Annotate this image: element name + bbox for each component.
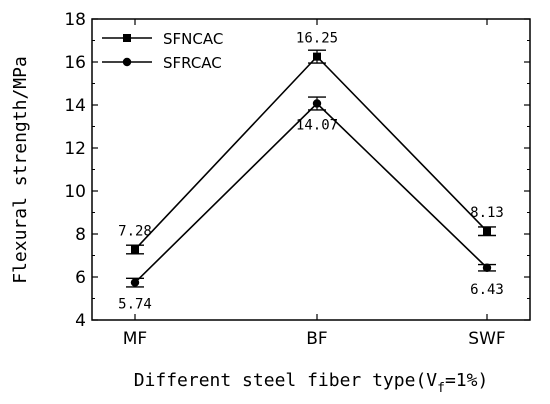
data-labels: 7.28 16.25 8.13 5.74 14.07 6.43: [118, 31, 504, 313]
legend-square-marker: [123, 34, 131, 42]
x-axis-title-suffix: =1%): [445, 370, 488, 391]
y-axis-title: Flexural strength/MPa: [10, 56, 31, 284]
y-tick-label: 12: [64, 139, 86, 159]
y-tick-label: 4: [75, 311, 86, 331]
data-label-sfrcac: 6.43: [470, 282, 504, 298]
x-tick-label: MF: [123, 329, 147, 349]
legend: SFNCAC SFRCAC: [102, 30, 223, 72]
y-tick-label: 14: [64, 96, 86, 116]
data-point-sfncac: [483, 227, 491, 236]
plot-frame: [91, 18, 531, 321]
x-axis: MF BF SWF: [123, 19, 506, 349]
y-tick-label: 6: [75, 268, 86, 288]
legend-item-sfncac: SFNCAC: [102, 30, 223, 48]
data-label-sfncac: 16.25: [296, 31, 338, 47]
series-layer: [126, 49, 496, 288]
x-tick-label: BF: [306, 329, 327, 349]
x-axis-title-prefix: Different steel fiber type(V: [134, 370, 438, 391]
data-point-sfrcac: [312, 99, 322, 108]
x-axis-title-subscript: f: [437, 381, 445, 396]
legend-label-sfrcac: SFRCAC: [163, 54, 222, 72]
legend-circle-marker: [122, 57, 132, 67]
data-label-sfrcac: 14.07: [296, 117, 338, 133]
y-tick-label: 18: [64, 10, 86, 30]
y-axis: 4 6 8 10 12 14 16 18: [64, 10, 530, 331]
data-label-sfncac: 7.28: [118, 223, 152, 239]
data-label-sfrcac: 5.74: [118, 297, 152, 313]
legend-item-sfrcac: SFRCAC: [102, 54, 222, 72]
data-point-sfncac: [131, 245, 139, 254]
x-tick-label: SWF: [468, 329, 505, 349]
y-tick-label: 16: [64, 53, 86, 73]
y-tick-label: 8: [75, 225, 86, 245]
data-point-sfrcac: [130, 278, 140, 287]
y-tick-label: 10: [64, 182, 86, 202]
series-line-sfncac: [134, 55, 488, 251]
data-point-sfrcac: [482, 263, 492, 272]
legend-label-sfncac: SFNCAC: [163, 30, 223, 48]
x-axis-title: Different steel fiber type(Vf=1%): [134, 370, 489, 396]
data-label-sfncac: 8.13: [470, 205, 504, 221]
data-point-sfncac: [313, 52, 321, 61]
